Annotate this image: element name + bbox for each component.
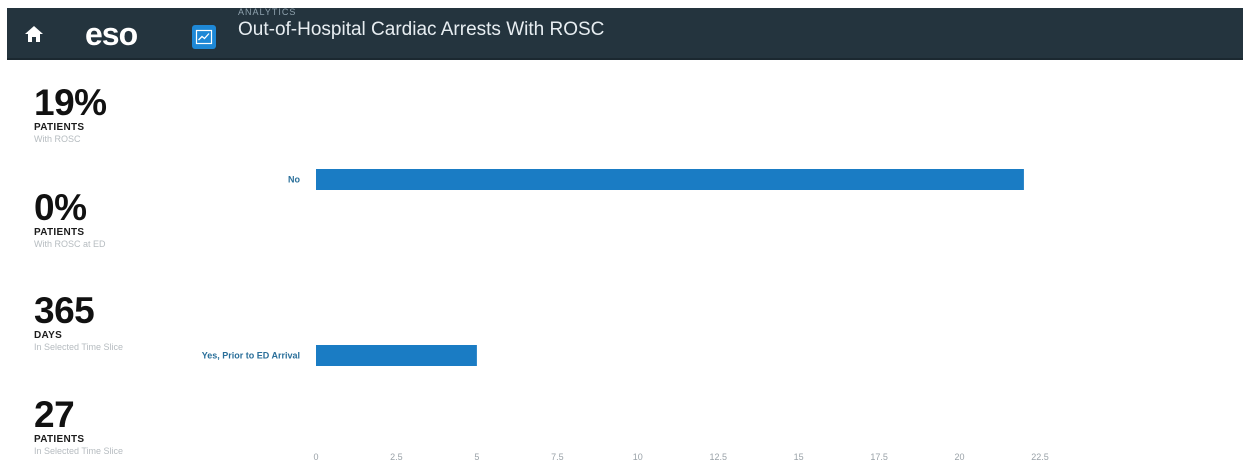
stat-value: 0% xyxy=(34,187,87,228)
stat-subtitle: With ROSC at ED xyxy=(34,239,106,249)
stat-patients: 27 PATIENTS In Selected Time Slice xyxy=(34,396,123,457)
stat-unit: DAYS xyxy=(34,330,63,341)
analytics-app-button[interactable] xyxy=(192,25,216,49)
stat-days: 365 DAYS In Selected Time Slice xyxy=(34,292,123,353)
page-title: Out-of-Hospital Cardiac Arrests With ROS… xyxy=(238,19,605,40)
stat-value: 365 xyxy=(34,290,95,331)
rosc-bar-chart: No Yes, Prior to ED Arrival 0 2.5 5 7.5 10 12.5… xyxy=(202,169,1049,462)
x-tick-label: 7.5 xyxy=(551,452,564,462)
category-label: No xyxy=(288,175,300,185)
stat-value: 19% xyxy=(34,82,107,123)
stat-subtitle: With ROSC xyxy=(34,134,81,144)
stat-rosc-at-ed-percentage: 0% PATIENTS With ROSC at ED xyxy=(34,189,106,250)
stat-unit: PATIENTS xyxy=(34,434,85,445)
home-button[interactable] xyxy=(23,23,45,45)
stat-unit: PATIENTS xyxy=(34,227,85,238)
x-tick-label: 5 xyxy=(474,452,479,462)
category-label: Yes, Prior to ED Arrival xyxy=(202,351,300,361)
section-label: ANALYTICS xyxy=(238,7,297,17)
bar-yes-prior-to-ed-arrival[interactable] xyxy=(316,345,477,366)
x-tick-label: 0 xyxy=(313,452,318,462)
stat-subtitle: In Selected Time Slice xyxy=(34,446,124,456)
bar-no[interactable] xyxy=(316,169,1024,190)
chart-line-icon xyxy=(195,29,213,45)
x-tick-label: 17.5 xyxy=(870,452,888,462)
x-tick-label: 10 xyxy=(633,452,643,462)
top-navigation-bar: eso ANALYTICS Out-of-Hospital Cardiac Ar… xyxy=(7,7,1243,60)
stat-unit: PATIENTS xyxy=(34,122,85,133)
home-icon xyxy=(25,26,43,42)
x-tick-label: 22.5 xyxy=(1031,452,1049,462)
x-tick-label: 15 xyxy=(794,452,804,462)
stat-subtitle: In Selected Time Slice xyxy=(34,342,124,352)
eso-logo[interactable]: eso xyxy=(85,16,138,52)
x-tick-label: 12.5 xyxy=(709,452,727,462)
stat-rosc-percentage: 19% PATIENTS With ROSC xyxy=(34,84,107,145)
x-tick-label: 20 xyxy=(955,452,965,462)
x-tick-label: 2.5 xyxy=(390,452,403,462)
stat-value: 27 xyxy=(34,394,75,435)
